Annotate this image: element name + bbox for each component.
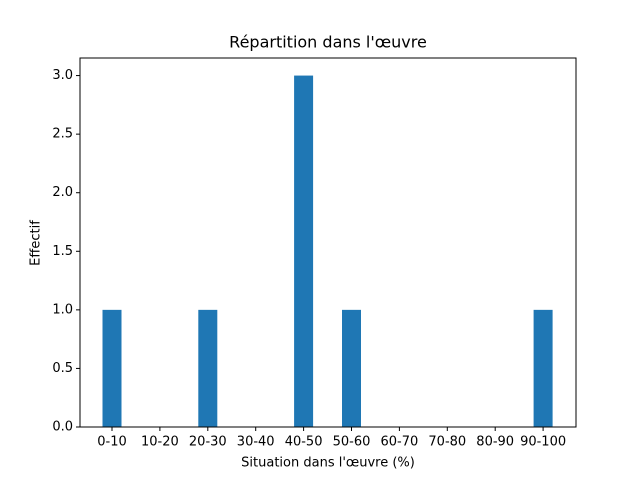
bar (198, 309, 218, 427)
y-tick-label: 2.0 (52, 185, 73, 200)
bar (102, 309, 122, 427)
bar (533, 309, 553, 427)
x-tick-label: 80-90 (476, 435, 514, 450)
x-tick-label: 90-100 (520, 435, 566, 450)
x-tick-label: 40-50 (285, 435, 323, 450)
axes-frame (79, 57, 577, 428)
y-tick-label: 0.0 (52, 420, 73, 435)
x-tick-label: 50-60 (333, 435, 371, 450)
y-tick-label: 1.5 (52, 244, 73, 259)
chart-title: Répartition dans l'œuvre (229, 33, 427, 52)
y-tick-label: 0.5 (52, 361, 73, 376)
x-tick-label: 20-30 (189, 435, 227, 450)
x-tick-label: 30-40 (237, 435, 275, 450)
y-tick-label: 1.0 (52, 302, 73, 317)
x-tick-label: 60-70 (381, 435, 419, 450)
bar (342, 309, 361, 427)
x-tick-label: 70-80 (428, 435, 466, 450)
y-axis-label: Effectif (29, 220, 44, 266)
y-tick-label: 2.5 (52, 127, 73, 142)
y-tick-label: 3.0 (52, 68, 73, 83)
bar (294, 75, 314, 428)
x-tick-label: 0-10 (97, 435, 127, 450)
x-axis-label: Situation dans l'œuvre (%) (241, 456, 415, 471)
x-tick-label: 10-20 (141, 435, 179, 450)
